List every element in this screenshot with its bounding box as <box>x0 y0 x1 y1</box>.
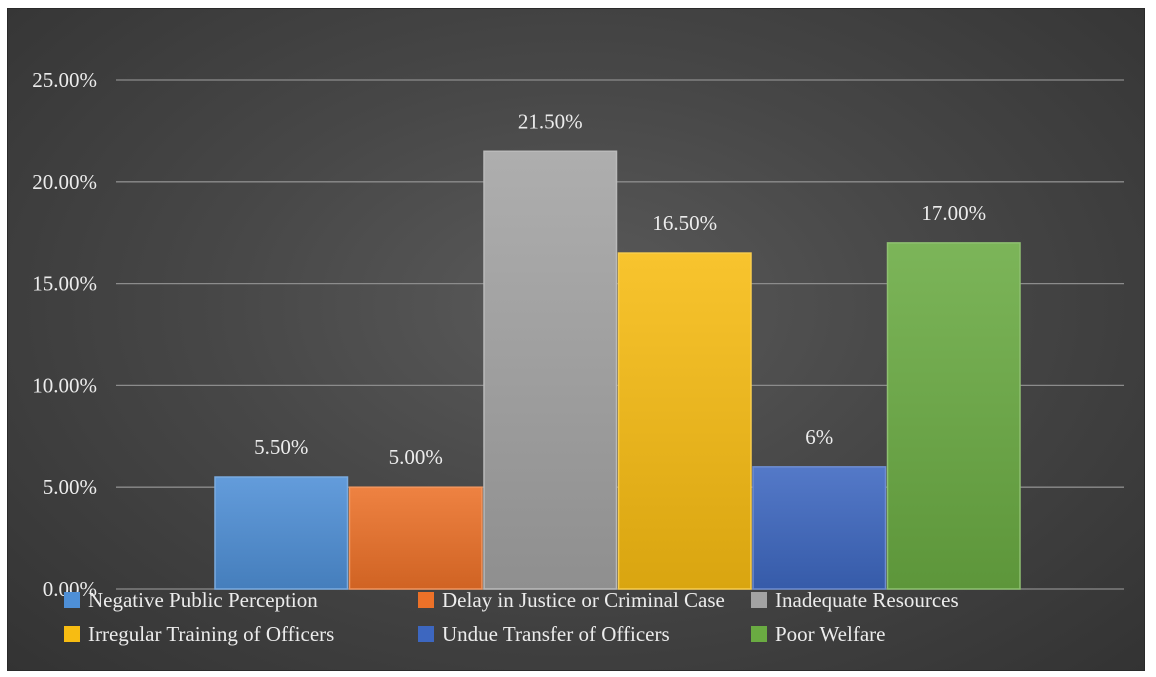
legend-label-3: Inadequate Resources <box>775 588 959 612</box>
y-tick-label: 15.00% <box>32 272 97 296</box>
data-labels: 5.50% 5.00% 21.50% 16.50% 6% 17.00% <box>254 109 986 469</box>
legend-swatch-5 <box>418 626 434 642</box>
data-label-2: 5.00% <box>389 445 443 469</box>
legend-swatch-4 <box>64 626 80 642</box>
y-tick-label: 25.00% <box>32 68 97 92</box>
legend-label-5: Undue Transfer of Officers <box>442 622 670 646</box>
y-tick-label: 20.00% <box>32 170 97 194</box>
data-label-3: 21.50% <box>518 109 583 133</box>
legend-swatch-3 <box>751 592 767 608</box>
y-tick-label: 10.00% <box>32 373 97 397</box>
legend: Negative Public Perception Delay in Justi… <box>64 588 959 646</box>
bar-2 <box>348 486 483 590</box>
bar-1 <box>214 476 349 590</box>
legend-label-6: Poor Welfare <box>775 622 885 646</box>
y-axis-ticks: 0.00%5.00%10.00%15.00%20.00%25.00% <box>32 68 97 601</box>
legend-swatch-6 <box>751 626 767 642</box>
data-label-6: 17.00% <box>921 201 986 225</box>
bar-4 <box>617 252 752 590</box>
legend-label-1: Negative Public Perception <box>88 588 318 612</box>
data-label-5: 6% <box>805 425 833 449</box>
bar-6 <box>886 242 1021 590</box>
bar-5 <box>752 466 887 590</box>
legend-label-4: Irregular Training of Officers <box>88 622 334 646</box>
data-label-1: 5.50% <box>254 435 308 459</box>
legend-label-2: Delay in Justice or Criminal Case <box>442 588 725 612</box>
bar-3 <box>483 150 618 590</box>
legend-swatch-2 <box>418 592 434 608</box>
y-tick-label: 5.00% <box>43 475 97 499</box>
data-label-4: 16.50% <box>652 211 717 235</box>
legend-swatch-1 <box>64 592 80 608</box>
bars <box>214 150 1021 590</box>
